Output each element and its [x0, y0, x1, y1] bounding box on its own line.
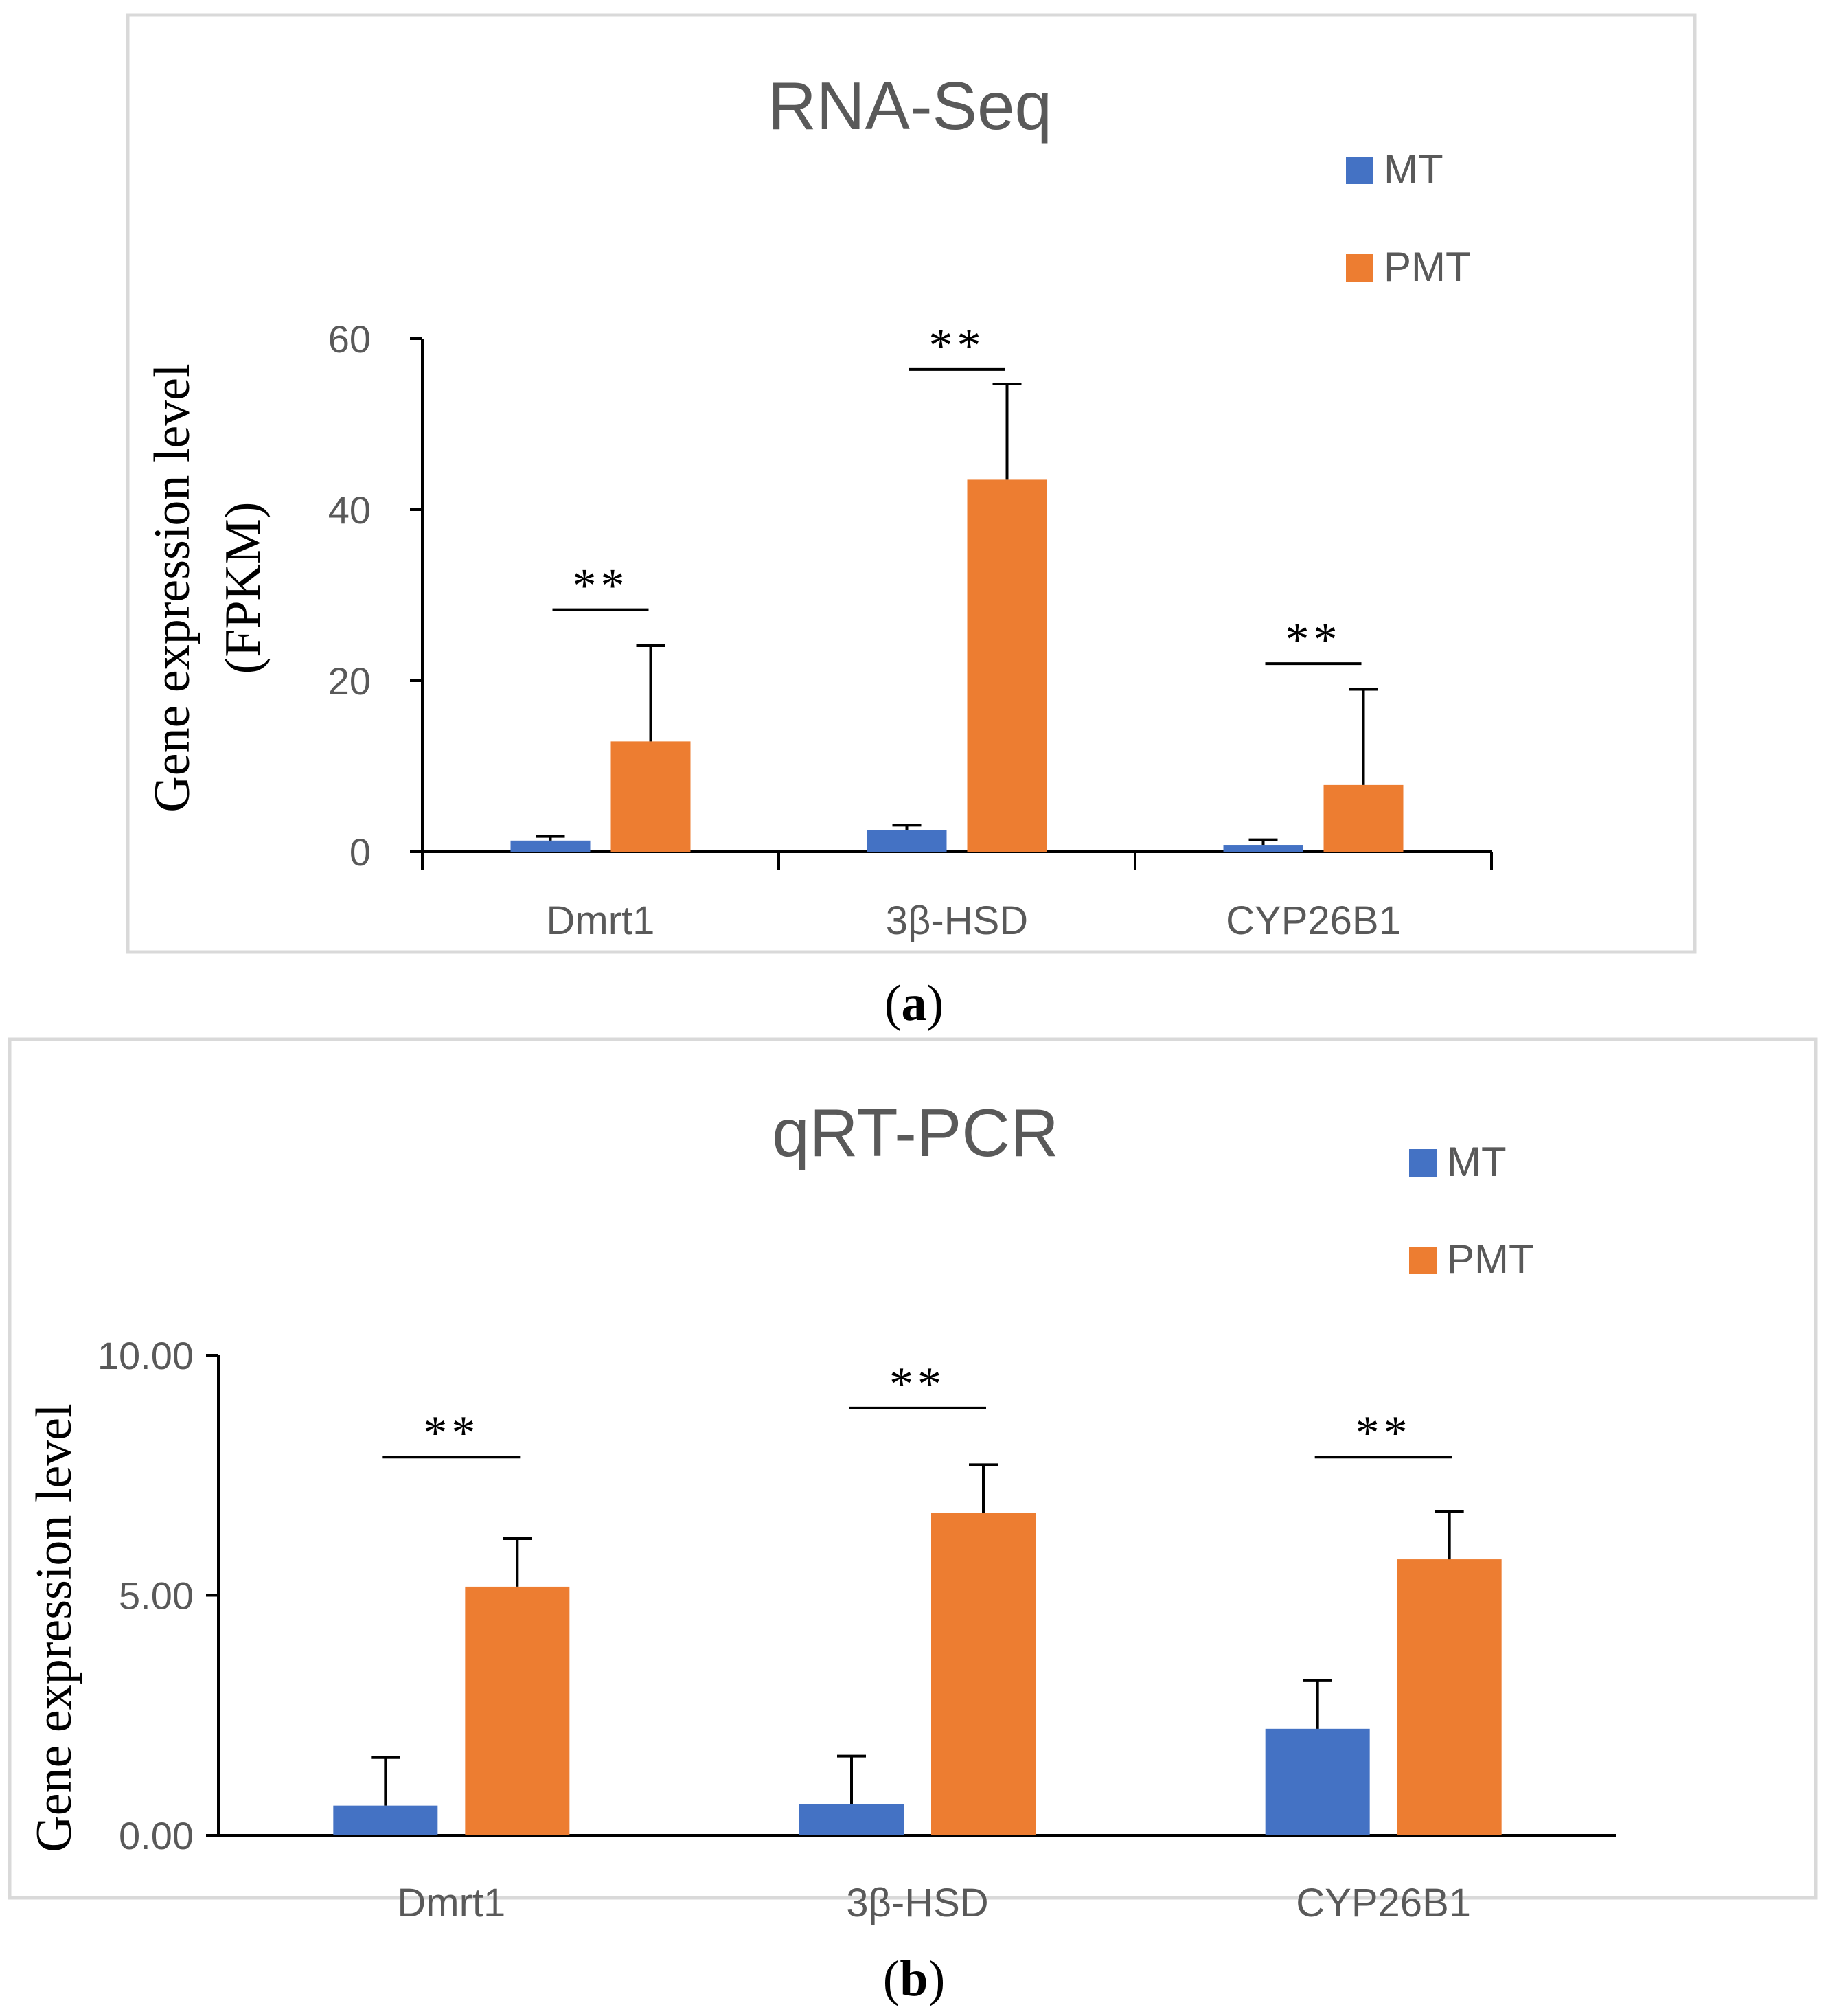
- y-axis-label: Gene expression level: [26, 1403, 82, 1852]
- bar-mt: [333, 1805, 438, 1835]
- x-category-label: 3β-HSD: [846, 1881, 988, 1925]
- significance-marker: **: [573, 560, 629, 613]
- bar-pmt: [931, 1513, 1036, 1835]
- chart-qrt-pcr: qRT-PCR MT PMT 0.00 5.00 10.00 Dmrt1 3β-HSD C…: [8, 1037, 1818, 1925]
- plot-area: 0 20 40 60 Dmrt1 3β-HSD CYP26B1 ** ** **: [328, 317, 1493, 943]
- significance-marker: **: [929, 319, 985, 372]
- x-category-label: 3β-HSD: [886, 898, 1028, 943]
- bar-mt: [1265, 1728, 1370, 1835]
- panel-label-a: (a): [884, 975, 944, 1032]
- legend-label-mt: MT: [1447, 1139, 1507, 1185]
- y-tick-label: 40: [328, 488, 371, 532]
- panel-letter-a: a: [902, 975, 927, 1032]
- x-category-label: Dmrt1: [547, 898, 655, 943]
- x-category-label: Dmrt1: [397, 1881, 505, 1925]
- y-axis-label: Gene expression level (FPKM): [144, 363, 271, 812]
- bar-mt: [799, 1804, 904, 1835]
- panel-label-b: (b): [883, 1951, 945, 2007]
- y-tick-label: 5.00: [119, 1574, 194, 1618]
- y-tick-label: 0: [350, 830, 371, 874]
- y-tick-label: 10.00: [98, 1334, 194, 1377]
- y-tick-label: 0.00: [119, 1814, 194, 1857]
- bar-pmt: [465, 1586, 570, 1835]
- bar-mt: [867, 830, 947, 852]
- legend-label-pmt: PMT: [1447, 1236, 1534, 1282]
- legend-swatch-pmt: [1346, 254, 1373, 282]
- legend-label-mt: MT: [1384, 146, 1443, 192]
- significance-marker: **: [1286, 613, 1342, 666]
- legend-swatch-mt: [1346, 157, 1373, 184]
- y-axis-label-line-1: Gene expression level: [144, 363, 201, 812]
- bar-mt: [1223, 845, 1303, 852]
- bar-pmt: [1323, 784, 1404, 852]
- y-tick-label: 60: [328, 317, 371, 361]
- y-axis-label-line-1: Gene expression level: [26, 1403, 82, 1852]
- bar-pmt: [610, 741, 691, 852]
- significance-marker: **: [1356, 1407, 1412, 1460]
- legend-swatch-pmt: [1409, 1247, 1437, 1274]
- chart-frame: [8, 1037, 1818, 1900]
- chart-frame: [126, 13, 1697, 954]
- significance-marker: **: [889, 1358, 946, 1411]
- legend-label-pmt: PMT: [1384, 244, 1471, 290]
- chart-rna-seq: RNA-Seq MT PMT Gene expression level (FP…: [126, 13, 1697, 954]
- bar-mt: [510, 840, 591, 852]
- significance-marker: **: [423, 1407, 479, 1460]
- chart-title: RNA-Seq: [768, 68, 1052, 144]
- x-category-label: CYP26B1: [1226, 898, 1401, 943]
- y-axis-label-line-2: (FPKM): [215, 502, 271, 675]
- chart-title: qRT-PCR: [772, 1095, 1059, 1170]
- plot-area: 0.00 5.00 10.00 Dmrt1 3β-HSD CYP26B1 ** ** **: [98, 1334, 1616, 1925]
- panel-letter-b: b: [900, 1951, 928, 2007]
- bar-pmt: [967, 479, 1047, 852]
- bar-pmt: [1397, 1559, 1502, 1835]
- y-tick-label: 20: [328, 659, 371, 703]
- legend-swatch-mt: [1409, 1149, 1437, 1177]
- x-category-label: CYP26B1: [1296, 1881, 1471, 1925]
